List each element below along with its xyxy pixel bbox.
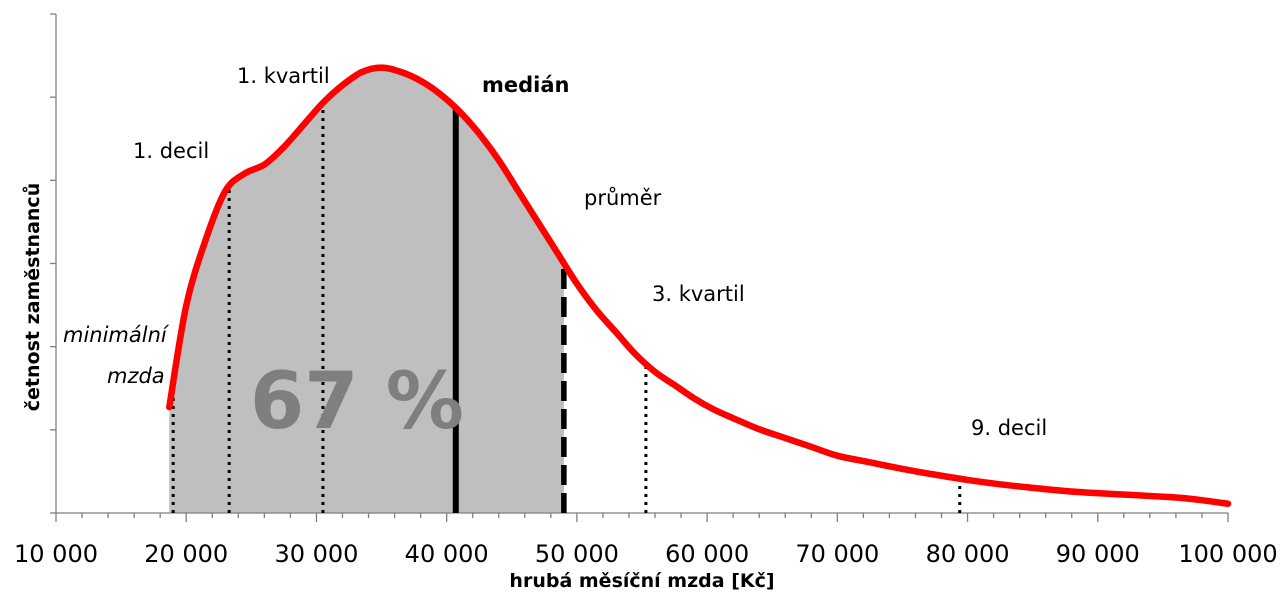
x-ticks: 10 000 20 000 30 000 40 000 50 000 60 000 70 0… <box>14 513 1278 568</box>
annotations: minimální mzda 1. decil 1. kvartil mediá… <box>63 64 1047 440</box>
y-axis-title: četnost zaměstnanců <box>21 183 44 411</box>
x-tick-label: 90 000 <box>1056 540 1140 568</box>
curve-layer <box>166 64 1232 507</box>
x-tick-label: 100 000 <box>1178 540 1277 568</box>
y-ticks <box>50 13 56 514</box>
x-tick-label: 10 000 <box>14 540 98 568</box>
x-tick-label: 50 000 <box>535 540 619 568</box>
shaded-area <box>169 67 564 513</box>
big-percent-label: 67 % <box>250 357 464 447</box>
annotation-prumer: průměr <box>584 186 662 210</box>
x-tick-label: 40 000 <box>405 540 489 568</box>
shaded-area-layer <box>169 67 564 513</box>
x-tick-label: 30 000 <box>274 540 358 568</box>
annotation-decil9: 9. decil <box>971 416 1047 440</box>
x-tick-label: 60 000 <box>665 540 749 568</box>
annotation-kvartil1: 1. kvartil <box>237 64 330 88</box>
distribution-curve <box>166 64 1232 507</box>
x-axis-title: hrubá měsíční mzda [Kč] <box>509 570 774 592</box>
annotation-minimal-wage-2: mzda <box>107 364 165 388</box>
x-tick-label: 70 000 <box>795 540 879 568</box>
x-tick-label: 80 000 <box>926 540 1010 568</box>
annotation-median: medián <box>482 73 569 97</box>
marker-lines <box>171 102 962 513</box>
x-tick-label: 20 000 <box>144 540 228 568</box>
annotation-decil1: 1. decil <box>133 139 209 163</box>
annotation-kvartil3: 3. kvartil <box>652 282 745 306</box>
annotation-minimal-wage-1: minimální <box>63 323 170 347</box>
